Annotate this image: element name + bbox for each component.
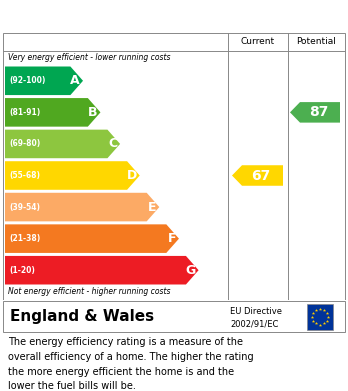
- Text: (1-20): (1-20): [9, 266, 35, 275]
- Text: Not energy efficient - higher running costs: Not energy efficient - higher running co…: [8, 287, 171, 296]
- Text: (92-100): (92-100): [9, 76, 45, 85]
- Polygon shape: [5, 98, 101, 127]
- Text: E: E: [148, 201, 156, 213]
- Polygon shape: [232, 165, 283, 186]
- Polygon shape: [5, 193, 159, 221]
- Text: (81-91): (81-91): [9, 108, 40, 117]
- Text: (69-80): (69-80): [9, 140, 40, 149]
- Text: (39-54): (39-54): [9, 203, 40, 212]
- Text: (21-38): (21-38): [9, 234, 40, 243]
- Text: C: C: [108, 137, 117, 151]
- Text: A: A: [70, 74, 80, 87]
- Text: F: F: [167, 232, 176, 245]
- Text: The energy efficiency rating is a measure of the
overall efficiency of a home. T: The energy efficiency rating is a measur…: [8, 337, 254, 391]
- Text: 67: 67: [251, 169, 271, 183]
- Text: 87: 87: [309, 105, 328, 119]
- Text: (55-68): (55-68): [9, 171, 40, 180]
- Polygon shape: [5, 161, 140, 190]
- Text: Current: Current: [241, 38, 275, 47]
- Text: 2002/91/EC: 2002/91/EC: [230, 319, 278, 328]
- Polygon shape: [5, 130, 120, 158]
- Polygon shape: [5, 66, 83, 95]
- Text: G: G: [185, 264, 196, 277]
- Bar: [307, 303, 333, 330]
- Text: England & Wales: England & Wales: [10, 309, 154, 324]
- Text: EU Directive: EU Directive: [230, 307, 282, 316]
- Text: Potential: Potential: [296, 38, 337, 47]
- Text: Very energy efficient - lower running costs: Very energy efficient - lower running co…: [8, 53, 171, 62]
- Text: D: D: [126, 169, 137, 182]
- Polygon shape: [5, 224, 179, 253]
- Polygon shape: [290, 102, 340, 123]
- Text: B: B: [88, 106, 97, 119]
- Text: Energy Efficiency Rating: Energy Efficiency Rating: [10, 7, 239, 25]
- Polygon shape: [5, 256, 199, 285]
